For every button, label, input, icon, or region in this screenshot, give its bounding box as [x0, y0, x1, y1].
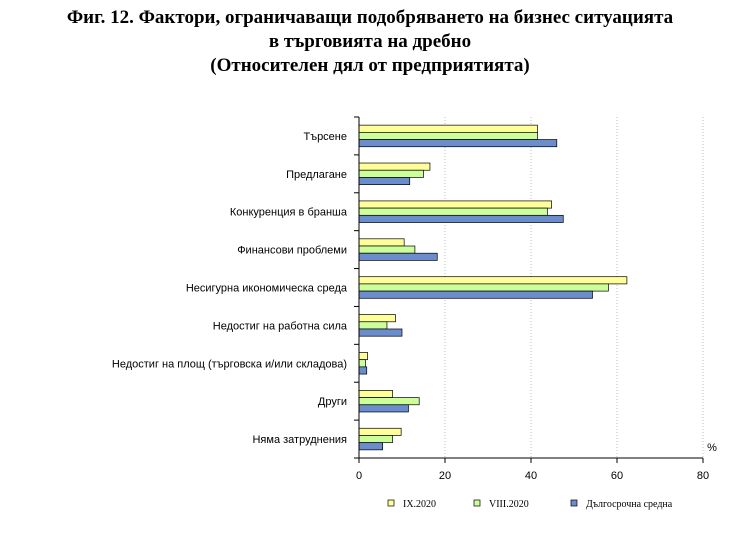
bar-1 [358, 124, 538, 133]
chart-title-line-1: Фиг. 12. Фактори, ограничаващи подобрява… [66, 7, 674, 28]
category-label: Търсене [303, 131, 347, 143]
bar-3 [358, 177, 411, 185]
bar-3 [358, 139, 558, 148]
bar-1 [358, 390, 393, 398]
category-label: Предлагане [286, 169, 347, 181]
category-label: Недостиг на площ (търговска и/или складо… [112, 358, 347, 370]
legend-label-2: VIII.2020 [489, 499, 529, 510]
bar-2 [358, 435, 393, 444]
legend-swatch-1 [387, 499, 395, 507]
bar-1 [358, 427, 402, 436]
category-label: Няма затруднения [252, 434, 347, 446]
x-tick-label: 60 [611, 470, 623, 482]
bar-2 [358, 359, 366, 368]
legend-swatch-3 [570, 499, 578, 507]
legend-swatch-2 [473, 499, 481, 507]
x-tick-label: 40 [525, 470, 537, 482]
bar-3 [358, 328, 403, 337]
chart-title-line-2: в търговията на дребно [268, 31, 472, 52]
bar-1 [358, 352, 368, 361]
legend-label-3: Дългосрочна средна [586, 499, 673, 510]
bar-1 [358, 238, 405, 247]
bar-2 [358, 131, 538, 140]
category-label: Конкуренция в бранша [230, 207, 348, 219]
bar-1 [358, 314, 396, 323]
bar-3 [358, 214, 564, 223]
unit-label: % [707, 442, 717, 454]
bar-3 [358, 290, 593, 299]
x-tick-label: 80 [697, 470, 709, 482]
bar-2 [358, 397, 420, 406]
x-tick-label: 20 [439, 470, 451, 482]
category-label: Финансови проблеми [237, 245, 347, 257]
bar-2 [358, 321, 388, 330]
x-tick-label: 0 [356, 470, 362, 482]
bar-3 [358, 366, 368, 375]
bar-1 [358, 276, 628, 285]
category-label: Други [318, 396, 347, 408]
category-label: Несигурна икономическа среда [186, 283, 348, 295]
chart-title: Фиг. 12. Фактори, ограничаващи подобрява… [0, 6, 740, 78]
bar-2 [358, 207, 548, 216]
chart-title-line-3: (Относителен дял от предприятията) [210, 55, 530, 76]
category-label: Недостиг на работна сила [213, 320, 348, 332]
bar-3 [358, 442, 383, 451]
bar-1 [358, 200, 552, 209]
legend-label-1: IX.2020 [403, 499, 436, 510]
bar-3 [358, 404, 409, 413]
bar-2 [358, 169, 424, 178]
bar-2 [358, 245, 416, 254]
bar-2 [358, 283, 609, 292]
bar-3 [358, 252, 438, 261]
bar-1 [358, 162, 431, 171]
